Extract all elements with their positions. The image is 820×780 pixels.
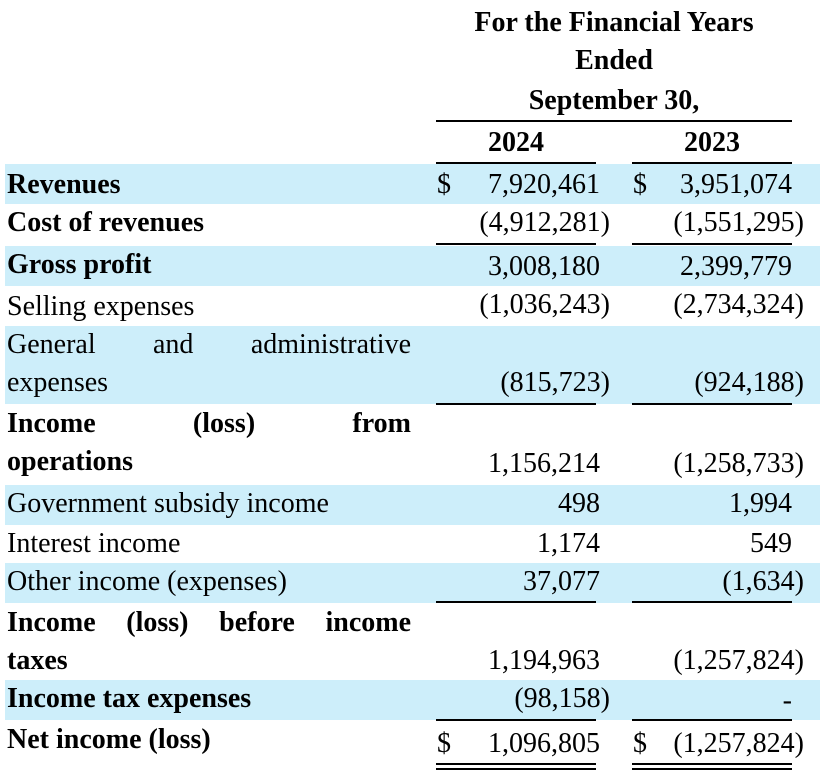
value-2024: 498 <box>558 488 600 519</box>
row-label-line2: operations <box>7 446 133 477</box>
table-row-cost-of-revenues: Cost of revenues (4,912,281) (1,551,295) <box>5 204 820 244</box>
total-double-rule-top-2024 <box>436 763 596 765</box>
value-2023: 549 <box>750 528 792 559</box>
dollar-sign: $ <box>633 728 647 759</box>
table-row-general-administrative: General and administrative expenses (815… <box>5 326 820 404</box>
value-2024: 1,096,805 <box>488 728 600 759</box>
dollar-sign: $ <box>437 169 451 200</box>
value-2024: (4,912,281) <box>479 207 610 238</box>
value-2023: (1,551,295) <box>673 207 804 238</box>
subtotal-rule-2023 <box>632 243 792 245</box>
header-title-line1: For the Financial Years <box>474 7 754 38</box>
table-row-selling-expenses: Selling expenses (1,036,243) (2,734,324) <box>5 286 820 326</box>
subtotal-rule-2023 <box>632 601 792 603</box>
value-2023: (2,734,324) <box>673 289 804 320</box>
value-2024: 3,008,180 <box>488 251 600 282</box>
row-label: Gross profit <box>7 249 152 280</box>
table-row-other-income: Other income (expenses) 37,077 (1,634) <box>5 563 820 603</box>
row-label: Net income (loss) <box>7 724 211 755</box>
table-row-net-income: Net income (loss) $ 1,096,805 $ (1,257,8… <box>5 721 820 761</box>
value-2023: (1,257,824) <box>673 645 804 676</box>
table-row-government-subsidy: Government subsidy income 498 1,994 <box>5 485 820 525</box>
table-row-income-tax-expenses: Income tax expenses (98,158) - <box>5 680 820 720</box>
row-label: Revenues <box>7 169 121 200</box>
table-row-gross-profit: Gross profit 3,008,180 2,399,779 <box>5 246 820 286</box>
subtotal-rule-2024 <box>436 601 596 603</box>
row-label: Interest income <box>7 528 181 559</box>
value-2024: 1,174 <box>537 528 600 559</box>
table-row-revenues: Revenues $ 7,920,461 $ 3,951,074 <box>5 164 820 204</box>
value-2024: (815,723) <box>500 367 610 398</box>
header-title-line2: Ended <box>575 45 653 76</box>
row-label-line2: expenses <box>7 367 109 398</box>
total-double-rule-bottom-2023 <box>632 768 792 770</box>
subtotal-rule-2024 <box>436 719 596 721</box>
table-row-income-before-taxes: Income (loss) before income taxes 1,194,… <box>5 604 820 682</box>
table-row-income-from-operations: Income (loss) from operations 1,156,214 … <box>5 405 820 485</box>
row-label-line1: General and administrative <box>7 329 411 360</box>
row-label: Cost of revenues <box>7 207 205 238</box>
value-2024: 1,194,963 <box>488 645 600 676</box>
year-2023-header: 2023 <box>684 127 740 158</box>
value-2024: (1,036,243) <box>479 289 610 320</box>
total-double-rule-top-2023 <box>632 763 792 765</box>
year-2023-rule <box>632 162 792 164</box>
row-label-line1: Income (loss) before income <box>7 607 411 638</box>
row-label: Government subsidy income <box>7 488 329 519</box>
row-label-line1: Income (loss) from <box>7 408 411 439</box>
row-label: Other income (expenses) <box>7 566 287 597</box>
value-2023: 2,399,779 <box>680 251 792 282</box>
header-rule <box>436 120 792 122</box>
subtotal-rule-2024 <box>436 243 596 245</box>
value-2023: (1,634) <box>722 566 804 597</box>
table-row-interest-income: Interest income 1,174 549 <box>5 525 820 563</box>
value-2024: 1,156,214 <box>488 448 600 479</box>
subtotal-rule-2023 <box>632 403 792 405</box>
total-double-rule-bottom-2024 <box>436 768 596 770</box>
row-label-line2: taxes <box>7 645 68 676</box>
value-2023: (924,188) <box>694 367 804 398</box>
header-title-line3: September 30, <box>528 85 700 116</box>
value-2024: 7,920,461 <box>488 169 600 200</box>
value-2023: 3,951,074 <box>680 169 792 200</box>
value-2024: 37,077 <box>523 566 600 597</box>
row-label: Income tax expenses <box>7 683 252 714</box>
row-label: Selling expenses <box>7 291 195 322</box>
year-2024-rule <box>436 162 596 164</box>
value-2023: (1,257,824) <box>673 728 804 759</box>
value-2024: (98,158) <box>514 683 610 714</box>
dollar-sign: $ <box>633 169 647 200</box>
value-2023: (1,258,733) <box>673 448 804 479</box>
value-2023: - <box>782 685 792 716</box>
subtotal-rule-2024 <box>436 403 596 405</box>
value-2023: 1,994 <box>729 488 792 519</box>
subtotal-rule-2023 <box>632 719 792 721</box>
year-2024-header: 2024 <box>488 127 544 158</box>
dollar-sign: $ <box>437 728 451 759</box>
